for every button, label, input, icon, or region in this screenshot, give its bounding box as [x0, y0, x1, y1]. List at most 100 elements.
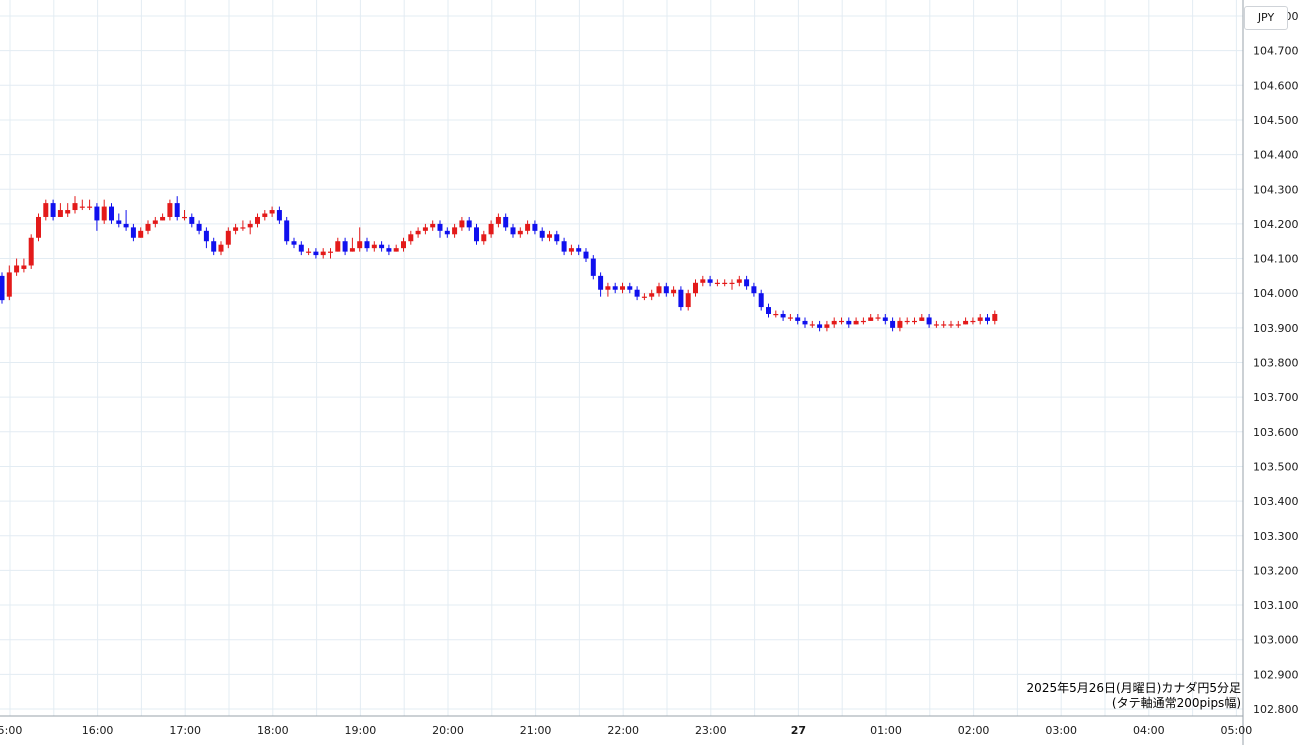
candle-up — [320, 251, 326, 256]
candle-up — [167, 203, 173, 217]
y-tick-label: 104.500 — [1253, 114, 1299, 127]
candle-down — [437, 223, 443, 231]
candle-up — [255, 216, 260, 224]
y-tick-label: 104.100 — [1253, 253, 1299, 266]
chart-caption: 2025年5月26日(月曜日)カナダ円5分足 (タテ軸通常200pips幅) — [1027, 681, 1241, 711]
y-tick-label: 104.300 — [1253, 183, 1299, 196]
candle-up — [357, 241, 363, 249]
candle-down — [130, 227, 136, 238]
candle-down — [554, 234, 560, 242]
candle-up — [430, 223, 436, 228]
candle-down — [503, 216, 509, 228]
candle-down — [766, 307, 771, 314]
candle-down — [116, 220, 122, 224]
candle-down — [561, 241, 567, 252]
candle-down — [386, 248, 392, 252]
candle-down — [0, 275, 5, 301]
candle-up — [547, 234, 552, 238]
candle-up — [459, 220, 465, 228]
y-tick-label: 103.300 — [1253, 530, 1299, 543]
candle-down — [532, 223, 538, 231]
candle-up — [269, 210, 275, 214]
candle-up — [371, 244, 377, 249]
y-tick-label: 103.700 — [1253, 391, 1299, 404]
candle-up — [21, 265, 27, 269]
candle-down — [663, 286, 669, 294]
y-axis-ticks: 104.800104.700104.600104.500104.400104.3… — [1253, 10, 1299, 716]
candle-down — [474, 227, 479, 242]
x-tick-label: 05:00 — [1221, 724, 1253, 737]
candle-up — [641, 296, 647, 298]
candle-up — [722, 282, 728, 285]
candle-up — [948, 324, 954, 326]
candle-up — [620, 286, 625, 290]
candle-down — [612, 286, 618, 290]
candle-up — [787, 317, 793, 319]
candle-up — [306, 251, 312, 253]
candle-up — [912, 320, 917, 323]
candle-up — [860, 320, 866, 323]
candle-down — [744, 279, 750, 287]
x-tick-label: 02:00 — [958, 724, 990, 737]
candle-down — [444, 230, 450, 235]
x-tick-label: 21:00 — [520, 724, 552, 737]
candle-down — [926, 317, 932, 325]
candle-up — [160, 216, 166, 221]
candle-down — [174, 203, 180, 217]
x-tick-label: 23:00 — [695, 724, 727, 737]
currency-badge[interactable]: JPY — [1244, 6, 1288, 30]
candle-down — [50, 203, 56, 217]
candles — [0, 196, 998, 332]
candle-up — [57, 210, 63, 217]
y-tick-label: 103.400 — [1253, 495, 1299, 508]
candle-up — [517, 230, 523, 235]
candle-up — [247, 223, 253, 228]
candle-up — [656, 286, 662, 294]
candle-down — [846, 320, 852, 325]
y-tick-label: 102.800 — [1253, 703, 1299, 716]
candle-up — [101, 206, 107, 221]
candle-up — [349, 248, 355, 252]
candle-up — [977, 317, 983, 321]
candle-up — [773, 313, 779, 316]
candle-down — [751, 286, 757, 294]
candle-up — [824, 324, 830, 328]
candle-up — [225, 230, 231, 245]
candle-up — [218, 244, 224, 252]
candle-down — [466, 220, 472, 228]
candle-up — [963, 320, 969, 325]
candle-up — [72, 203, 78, 211]
x-axis-ticks: 5:00 16:00 17:00 18:00 19:00 20:00 21:00 22:00 2… — [0, 724, 1252, 737]
candle-down — [817, 324, 823, 328]
y-tick-label: 102.900 — [1253, 668, 1299, 681]
candle-down — [298, 244, 304, 252]
candle-down — [678, 289, 684, 308]
candle-up — [525, 223, 531, 231]
candle-up — [853, 320, 859, 325]
candle-up — [152, 220, 158, 224]
grid-lines — [0, 0, 1243, 716]
candle-up — [495, 216, 501, 224]
candle-down — [802, 320, 808, 325]
candle-down — [598, 275, 604, 290]
x-tick-label: 19:00 — [345, 724, 377, 737]
candle-up — [933, 324, 939, 326]
candle-up — [145, 223, 151, 231]
candle-down — [291, 241, 297, 245]
candle-down — [189, 216, 195, 224]
axes — [0, 0, 1244, 745]
candle-up — [28, 237, 34, 266]
y-tick-label: 103.500 — [1253, 460, 1299, 473]
candle-down — [109, 206, 114, 221]
candle-up — [714, 282, 720, 285]
candle-up — [970, 320, 976, 323]
candle-down — [583, 251, 589, 259]
candle-up — [839, 320, 844, 323]
candle-down — [364, 241, 370, 249]
candle-up — [992, 313, 998, 321]
candle-up — [6, 272, 12, 297]
candle-up — [262, 213, 268, 217]
caption-line-1: 2025年5月26日(月曜日)カナダ円5分足 — [1026, 681, 1241, 695]
candle-up — [240, 227, 246, 229]
candle-up — [831, 320, 837, 325]
